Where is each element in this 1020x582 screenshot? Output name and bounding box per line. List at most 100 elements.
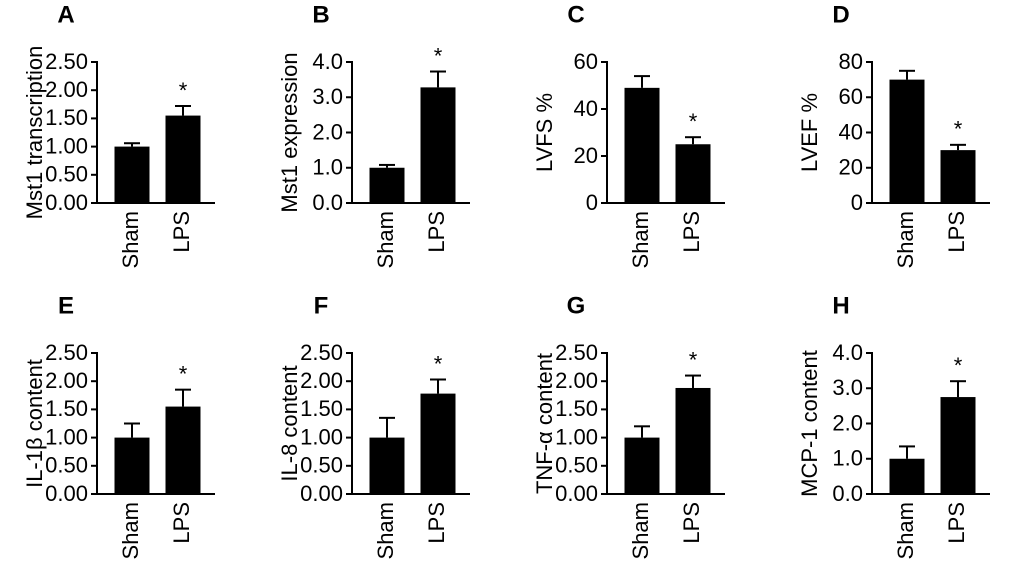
bar <box>114 437 150 494</box>
x-tick-label: LPS <box>424 211 449 253</box>
y-tick-label: 1.50 <box>555 396 598 421</box>
significance-mark: * <box>954 117 963 142</box>
bar <box>165 406 201 494</box>
significance-mark: * <box>179 78 188 103</box>
y-tick-label: 60 <box>839 84 863 109</box>
panel-letter: F <box>314 292 329 319</box>
bar <box>369 167 405 203</box>
y-axis-label: IL-1β content <box>22 359 47 488</box>
x-tick-label: Sham <box>628 502 653 559</box>
bar <box>369 437 405 494</box>
bar <box>624 87 660 203</box>
bar <box>420 393 456 494</box>
bar <box>889 458 925 494</box>
x-tick-label: Sham <box>373 211 398 268</box>
panel-letter: H <box>832 292 849 319</box>
x-tick-label: LPS <box>944 502 969 544</box>
x-tick-label: LPS <box>169 502 194 544</box>
y-axis-label: IL-8 content <box>277 365 302 481</box>
y-tick-label: 2.00 <box>300 368 343 393</box>
y-tick-label: 1.50 <box>45 396 88 421</box>
bar <box>940 150 976 203</box>
x-tick-label: Sham <box>893 211 918 268</box>
x-tick-label: Sham <box>893 502 918 559</box>
y-tick-label: 2.50 <box>300 340 343 365</box>
x-tick-label: LPS <box>424 502 449 544</box>
y-tick-label: 1.50 <box>45 105 88 130</box>
y-tick-label: 2.00 <box>45 368 88 393</box>
significance-mark: * <box>689 347 698 372</box>
bar <box>114 146 150 203</box>
y-axis-label: LVFS % <box>532 93 557 172</box>
panel-letter: G <box>567 292 586 319</box>
y-tick-label: 20 <box>574 143 598 168</box>
y-tick-label: 2.50 <box>45 49 88 74</box>
y-tick-label: 4.0 <box>832 340 863 365</box>
panel-letter: A <box>57 1 74 28</box>
y-tick-label: 0.0 <box>832 481 863 506</box>
y-tick-label: 0.50 <box>45 162 88 187</box>
panel-letter: D <box>832 1 849 28</box>
y-tick-label: 0.0 <box>312 190 343 215</box>
y-tick-label: 1.50 <box>300 396 343 421</box>
bar <box>889 79 925 203</box>
y-tick-label: 40 <box>574 96 598 121</box>
y-tick-label: 2.00 <box>45 77 88 102</box>
y-tick-label: 0.00 <box>555 481 598 506</box>
y-tick-label: 1.0 <box>312 155 343 180</box>
y-axis-label: LVEF % <box>797 93 822 172</box>
x-tick-label: Sham <box>118 211 143 268</box>
y-axis-label: TNF-α content <box>532 353 557 494</box>
y-tick-label: 2.0 <box>312 119 343 144</box>
y-tick-label: 4.0 <box>312 49 343 74</box>
y-tick-label: 0.50 <box>45 453 88 478</box>
x-tick-label: LPS <box>944 211 969 253</box>
y-tick-label: 3.0 <box>312 84 343 109</box>
bar <box>675 387 711 494</box>
bar <box>624 437 660 494</box>
y-axis-label: MCP-1 content <box>797 350 822 497</box>
bar <box>165 115 201 203</box>
y-tick-label: 3.0 <box>832 375 863 400</box>
bar <box>420 87 456 203</box>
y-tick-label: 80 <box>839 49 863 74</box>
y-tick-label: 0.00 <box>45 481 88 506</box>
x-tick-label: Sham <box>373 502 398 559</box>
bar <box>675 144 711 203</box>
panel-letter: E <box>58 292 74 319</box>
y-tick-label: 0 <box>586 190 598 215</box>
y-axis-label: Mst1 transcription <box>22 46 47 220</box>
y-tick-label: 2.0 <box>832 410 863 435</box>
y-tick-label: 2.50 <box>45 340 88 365</box>
y-tick-label: 0.50 <box>555 453 598 478</box>
y-tick-label: 1.00 <box>555 424 598 449</box>
significance-mark: * <box>434 43 443 68</box>
y-tick-label: 0.00 <box>300 481 343 506</box>
x-tick-label: LPS <box>679 211 704 253</box>
panel-letter: C <box>567 1 584 28</box>
x-tick-label: Sham <box>628 211 653 268</box>
y-tick-label: 2.00 <box>555 368 598 393</box>
significance-mark: * <box>954 353 963 378</box>
panel-letter: B <box>312 1 329 28</box>
y-axis-label: Mst1 expression <box>277 52 302 212</box>
y-tick-label: 2.50 <box>555 340 598 365</box>
y-tick-label: 1.0 <box>832 446 863 471</box>
bar <box>940 397 976 494</box>
y-tick-label: 1.00 <box>45 424 88 449</box>
significance-mark: * <box>179 361 188 386</box>
x-tick-label: Sham <box>118 502 143 559</box>
significance-mark: * <box>434 351 443 376</box>
y-tick-label: 40 <box>839 119 863 144</box>
y-tick-label: 0 <box>851 190 863 215</box>
y-tick-label: 1.00 <box>45 133 88 158</box>
y-tick-label: 1.00 <box>300 424 343 449</box>
significance-mark: * <box>689 109 698 134</box>
y-tick-label: 0.50 <box>300 453 343 478</box>
y-tick-label: 60 <box>574 49 598 74</box>
y-tick-label: 20 <box>839 155 863 180</box>
x-tick-label: LPS <box>169 211 194 253</box>
y-tick-label: 0.00 <box>45 190 88 215</box>
x-tick-label: LPS <box>679 502 704 544</box>
